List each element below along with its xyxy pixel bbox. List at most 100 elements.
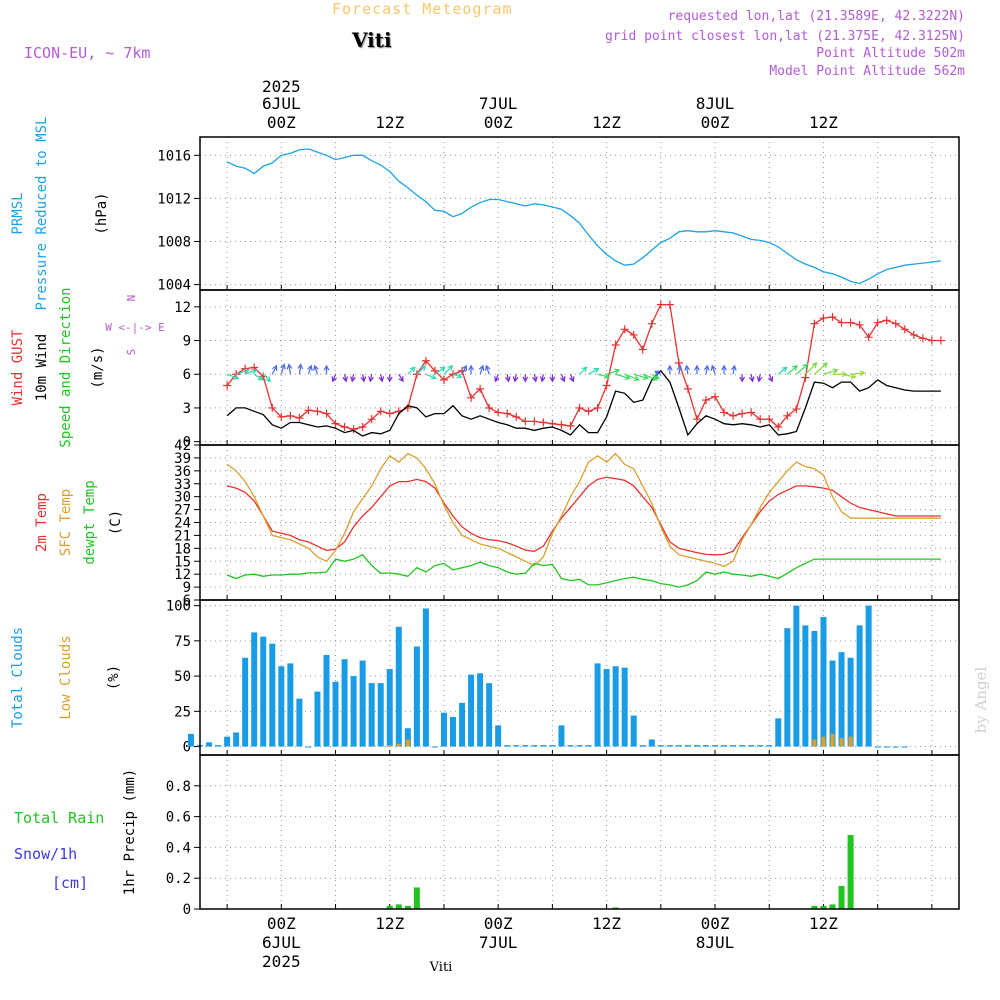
wind-arrow [461,364,468,375]
panel-label: 1hr Precip (mm) [122,769,138,895]
bar-low-clouds [396,743,401,747]
gust-point [322,409,331,418]
wind-arrow [398,373,404,383]
y-tick-label: 1012 [157,191,191,207]
wind-arrow [280,363,286,375]
top-time-label: 6JUL [262,94,301,113]
gust-point [575,403,584,412]
y-tick-label: 12 [174,300,191,316]
wind-arrow [416,364,427,375]
bottom-time-label: 00Z [484,914,513,933]
wind-arrow [271,364,278,375]
gust-point [819,314,828,323]
rain-legend: Total Rain [14,809,104,827]
gust-point [629,330,638,339]
gust-point [891,319,900,328]
gust-point [367,415,376,424]
wind-arrow [468,364,474,375]
bar-total-clouds [522,745,529,747]
y-tick-label: 15 [174,554,191,570]
wind-arrow [684,364,691,375]
gust-point [494,408,503,417]
gust-point [711,392,720,401]
bar-total-clouds [278,666,285,747]
gust-point [593,403,602,412]
wind-arrow [253,373,264,381]
top-year-label: 2025 [262,77,301,96]
wind-arrow [262,373,272,383]
gust-point [521,417,530,426]
bar-total-clouds [621,667,628,747]
wind-arrow [606,368,621,375]
wind-arrow [739,374,746,383]
gust-point [620,325,629,334]
bar-total-clouds [359,660,366,747]
gust-point [286,411,295,420]
bar-total-rain [413,887,420,909]
wind-arrow [504,374,511,383]
gust-point [738,409,747,418]
bar-low-clouds [848,736,853,747]
grid-point-coords: grid point closest lon,lat (21.375E, 42.… [604,29,965,44]
gust-point [665,300,674,309]
gust-point [313,407,322,416]
gust-point [927,336,936,345]
gust-point [611,341,620,350]
bar-total-clouds [603,669,610,747]
station-name: Viti [352,28,392,52]
y-tick-label: 0.6 [166,810,191,826]
y-tick-label: 6 [183,367,191,383]
wind-arrow [579,366,588,375]
wind-arrow [710,364,717,375]
y-tick-label: 27 [174,503,191,519]
bar-total-clouds [350,676,357,747]
bar-total-clouds [721,745,728,747]
wind-arrow [443,364,454,375]
wind-arrow [694,364,700,375]
series-line-dewpt-temp [226,553,941,588]
bar-total-clouds [287,663,294,747]
panel-label: SFC Temp [58,489,74,556]
gust-point [412,370,421,379]
wind-arrow [297,363,304,375]
bar-total-clouds [513,745,520,747]
gust-point [602,381,611,390]
gust-point [557,420,566,429]
top-time-label: 00Z [701,113,730,132]
panel-label: Speed and Direction [58,287,74,447]
gust-point [729,411,738,420]
wind-arrow [522,374,529,383]
y-tick-label: 1004 [157,278,191,294]
wind-arrow [331,374,337,383]
wind-arrow [494,374,500,383]
y-tick-label: 1008 [157,235,191,251]
wind-arrow [478,364,485,375]
bar-total-clouds [251,632,258,747]
gust-point [692,415,701,424]
bar-total-clouds [784,628,791,747]
top-time-label: 8JUL [696,94,735,113]
bar-total-clouds [648,739,655,747]
panel-clouds: 0 25 50 75 100 Total Clouds Low Clouds (%) [10,599,960,756]
bar-total-clouds [495,725,502,747]
panel-unit: (C) [108,510,124,535]
gust-point [331,419,340,428]
series-line-sfc-temp [226,452,941,568]
gust-point [358,423,367,432]
gust-point [909,330,918,339]
wind-arrow [804,362,818,375]
bar-total-clouds [187,733,194,747]
bar-total-clouds [422,608,429,747]
bar-total-clouds [703,745,709,747]
panel-label: Low Clouds [58,635,74,719]
bar-total-clouds [368,683,375,747]
wind-arrow [654,370,662,376]
bar-low-clouds [830,733,835,747]
wind-arrow [642,373,658,382]
bar-total-clouds [766,745,773,747]
gust-point [449,370,457,379]
bar-total-clouds [657,745,664,747]
y-tick-label: 0.2 [166,871,191,887]
gust-point [530,417,539,426]
